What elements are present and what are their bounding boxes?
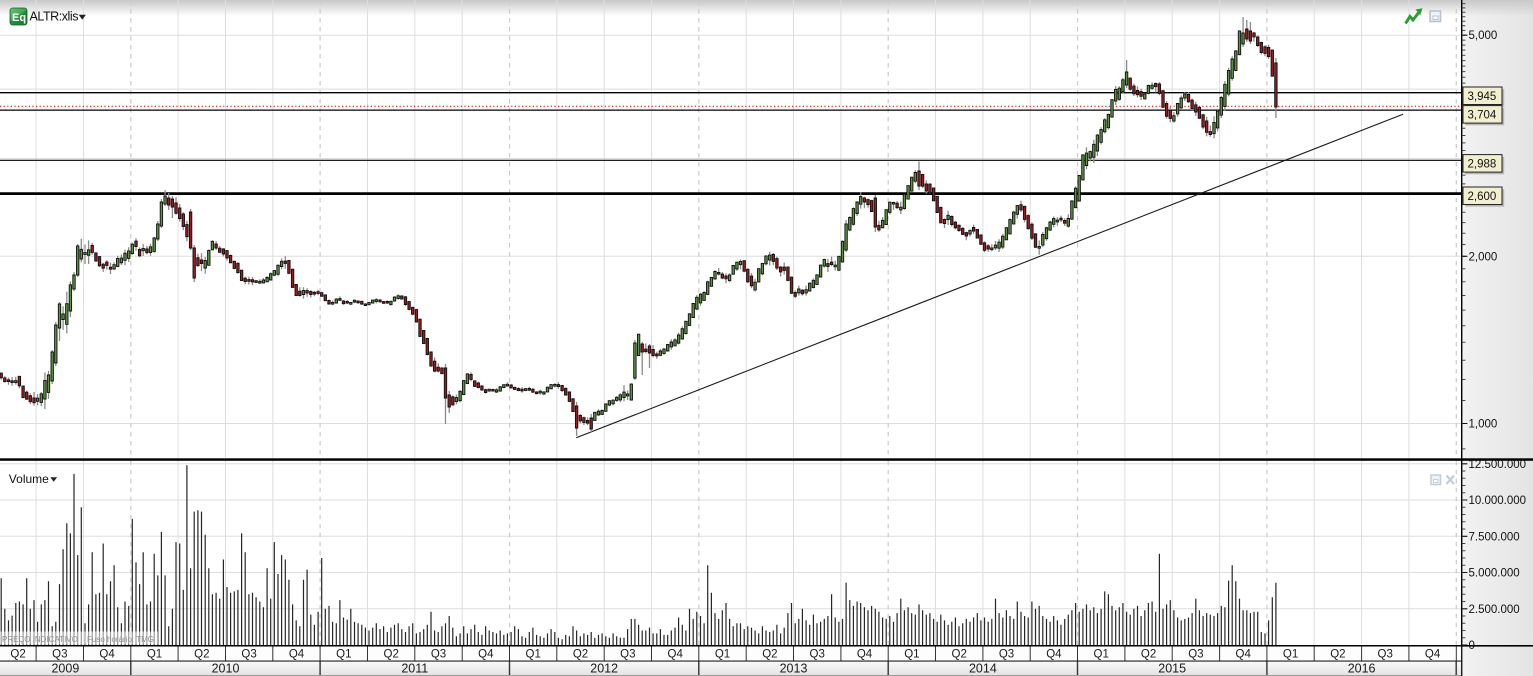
svg-text:Q3: Q3 [999,649,1014,661]
svg-text:Q3: Q3 [52,649,67,661]
svg-text:Q2: Q2 [194,649,209,661]
svg-text:Q4: Q4 [668,649,684,661]
svg-text:Q1: Q1 [336,649,351,661]
svg-text:Q2: Q2 [762,649,777,661]
svg-text:Q3: Q3 [431,649,446,661]
svg-text:Q3: Q3 [241,649,256,661]
svg-text:Q4: Q4 [478,649,494,661]
svg-text:5,000: 5,000 [1469,30,1498,42]
svg-text:2014: 2014 [969,662,997,676]
svg-text:Q2: Q2 [1330,649,1345,661]
svg-text:Q3: Q3 [1188,649,1203,661]
svg-text:Q1: Q1 [526,649,541,661]
svg-text:1,000: 1,000 [1469,419,1498,431]
svg-text:2,600: 2,600 [1468,191,1497,203]
svg-text:Q4: Q4 [1046,649,1062,661]
svg-text:Q2: Q2 [573,649,588,661]
svg-text:Q1: Q1 [147,649,162,661]
svg-text:Q1: Q1 [1094,649,1109,661]
svg-text:Q3: Q3 [620,649,635,661]
svg-text:Q3: Q3 [1378,649,1393,661]
svg-text:0: 0 [1469,640,1475,652]
svg-text:Eq: Eq [12,12,26,24]
svg-text:Q3: Q3 [810,649,825,661]
svg-text:Q1: Q1 [715,649,730,661]
svg-text:3,704: 3,704 [1468,110,1497,122]
svg-text:7.500.000: 7.500.000 [1469,531,1520,543]
svg-text:Q2: Q2 [1141,649,1156,661]
svg-text:Q4: Q4 [99,649,115,661]
svg-text:2,000: 2,000 [1469,251,1498,263]
svg-text:2010: 2010 [212,662,240,676]
svg-text:Q4: Q4 [857,649,873,661]
svg-text:Fuso horário: TMG: Fuso horário: TMG [87,635,154,644]
svg-text:2,988: 2,988 [1468,159,1497,171]
svg-text:10.000.000: 10.000.000 [1469,495,1527,507]
svg-text:PREÇO INDICATIVO: PREÇO INDICATIVO [2,635,78,644]
svg-text:12.500.000: 12.500.000 [1469,459,1527,471]
svg-text:2012: 2012 [590,662,618,676]
svg-text:2011: 2011 [401,662,428,676]
svg-text:3,945: 3,945 [1468,91,1497,103]
svg-text:Q2: Q2 [10,649,25,661]
svg-text:2009: 2009 [51,662,79,676]
svg-text:2015: 2015 [1158,662,1186,676]
svg-text:Q4: Q4 [289,649,305,661]
svg-text:ALTR:xlis: ALTR:xlis [30,10,79,24]
svg-text:5.000.000: 5.000.000 [1469,568,1520,580]
svg-text:2.500.000: 2.500.000 [1469,604,1520,616]
svg-text:Q2: Q2 [384,649,399,661]
svg-text:Q1: Q1 [904,649,919,661]
svg-text:Volume: Volume [9,472,49,486]
svg-text:2013: 2013 [780,662,808,676]
svg-text:Q4: Q4 [1236,649,1252,661]
svg-text:Q1: Q1 [1283,649,1298,661]
svg-text:2016: 2016 [1348,662,1376,676]
svg-text:Q4: Q4 [1425,649,1441,661]
svg-text:Q2: Q2 [952,649,967,661]
